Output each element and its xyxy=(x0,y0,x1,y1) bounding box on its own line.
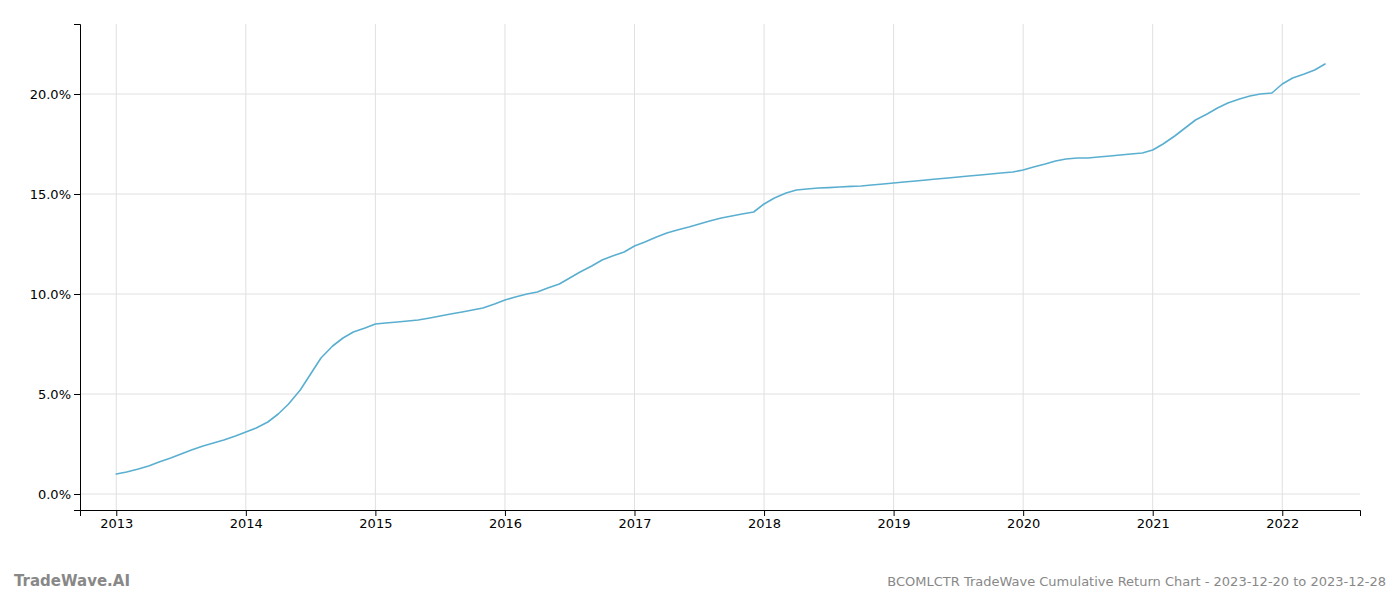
tick-label: 2022 xyxy=(1266,516,1299,531)
grid-line xyxy=(893,24,894,510)
x-tick: 2022 xyxy=(1266,510,1299,531)
plot: 2013 2014 2015 2016 2017 2018 2019 2020 2021 2022… xyxy=(30,24,1361,531)
tick-label: 2018 xyxy=(748,516,781,531)
grid-line xyxy=(80,94,1360,95)
grid-line xyxy=(80,194,1360,195)
tick-label: 15.0% xyxy=(30,187,71,202)
x-tick: 2016 xyxy=(489,510,522,531)
x-axis: 2013 2014 2015 2016 2017 2018 2019 2020 2021 2022 xyxy=(81,510,1361,531)
tick-label: 2019 xyxy=(878,516,911,531)
tick-mark xyxy=(74,394,80,395)
x-tick: 2018 xyxy=(748,510,781,531)
tick-mark xyxy=(116,510,117,516)
tick-label: 2013 xyxy=(100,516,133,531)
y-tick: 10.0% xyxy=(30,287,80,302)
grid-line xyxy=(1023,24,1024,510)
tick-mark xyxy=(1023,510,1024,516)
x-tick: 2020 xyxy=(1007,510,1040,531)
y-tick: 20.0% xyxy=(30,87,80,102)
grid-line xyxy=(375,24,376,510)
y-axis: 0.0% 5.0% 10.0% 15.0% 20.0% xyxy=(30,25,81,511)
tick-mark xyxy=(74,94,80,95)
y-tick: 5.0% xyxy=(38,387,80,402)
grid-line xyxy=(634,24,635,510)
line xyxy=(116,64,1325,474)
tick-label: 2016 xyxy=(489,516,522,531)
grid-line xyxy=(80,394,1360,395)
grid-line xyxy=(245,24,246,510)
tick-label: 2020 xyxy=(1007,516,1040,531)
tick-label: 2014 xyxy=(230,516,263,531)
tick-mark xyxy=(1153,510,1154,516)
tick-label: 2017 xyxy=(618,516,651,531)
grid-line xyxy=(504,24,505,510)
tick-mark xyxy=(74,194,80,195)
marks xyxy=(116,64,1325,474)
grid xyxy=(80,24,1360,510)
chart: 2013 2014 2015 2016 2017 2018 2019 2020 2021 2022… xyxy=(0,0,1400,600)
watermark: TradeWave.AI xyxy=(14,572,130,590)
tick-mark xyxy=(894,510,895,516)
y-tick: 15.0% xyxy=(30,187,80,202)
grid-line xyxy=(80,494,1360,495)
tick-mark xyxy=(246,510,247,516)
tick-label: 2021 xyxy=(1137,516,1170,531)
axis-line xyxy=(81,511,1361,517)
tick-label: 0.0% xyxy=(38,487,71,502)
tick-label: 2015 xyxy=(359,516,392,531)
grid-line xyxy=(116,24,117,510)
grid-line xyxy=(764,24,765,510)
axis-line xyxy=(74,25,81,511)
tick-mark xyxy=(74,294,80,295)
grid-line xyxy=(80,294,1360,295)
x-tick: 2019 xyxy=(878,510,911,531)
x-tick: 2013 xyxy=(100,510,133,531)
title: BCOMLCTR TradeWave Cumulative Return Cha… xyxy=(887,574,1386,589)
tick-label: 10.0% xyxy=(30,287,71,302)
grid-line xyxy=(1152,24,1153,510)
grid-line xyxy=(1282,24,1283,510)
tick-mark xyxy=(375,510,376,516)
x-tick: 2015 xyxy=(359,510,392,531)
tick-mark xyxy=(74,494,80,495)
x-tick: 2021 xyxy=(1137,510,1170,531)
tick-mark xyxy=(1282,510,1283,516)
x-tick: 2014 xyxy=(230,510,263,531)
tick-label: 5.0% xyxy=(38,387,71,402)
y-tick: 0.0% xyxy=(38,487,80,502)
tick-mark xyxy=(764,510,765,516)
tick-mark xyxy=(505,510,506,516)
tick-label: 20.0% xyxy=(30,87,71,102)
tick-mark xyxy=(634,510,635,516)
x-tick: 2017 xyxy=(618,510,651,531)
